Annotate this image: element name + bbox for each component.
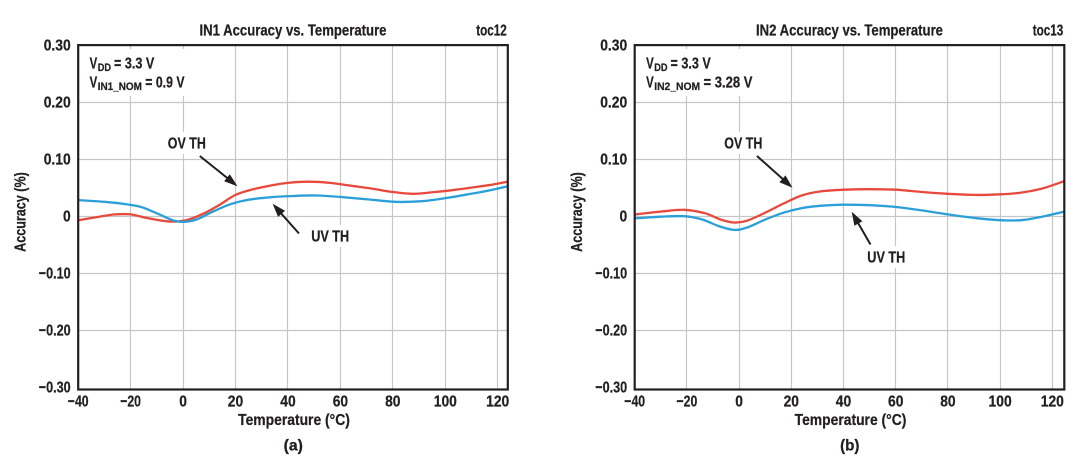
svg-text:0: 0 [620, 209, 628, 226]
svg-text:OV TH: OV TH [724, 135, 762, 152]
svg-text:60: 60 [333, 394, 348, 411]
svg-text:= 3.28 V: = 3.28 V [704, 75, 753, 92]
svg-text:100: 100 [434, 394, 457, 411]
svg-text:0.20: 0.20 [600, 95, 627, 112]
svg-text:V: V [646, 75, 654, 92]
svg-text:toc12: toc12 [476, 23, 507, 40]
svg-text:(b): (b) [840, 438, 859, 455]
svg-text:−0.10: −0.10 [595, 266, 627, 283]
svg-text:−0.10: −0.10 [39, 266, 71, 283]
svg-text:Accuracy (%): Accuracy (%) [13, 172, 30, 252]
svg-text:= 3.3 V: = 3.3 V [671, 55, 712, 72]
svg-text:60: 60 [888, 394, 903, 411]
svg-text:0.10: 0.10 [600, 152, 627, 169]
svg-text:0: 0 [63, 209, 71, 226]
svg-text:0.10: 0.10 [44, 152, 71, 169]
svg-text:IN2 Accuracy vs. Temperature: IN2 Accuracy vs. Temperature [756, 23, 943, 40]
svg-text:UV TH: UV TH [867, 250, 905, 267]
svg-text:V: V [90, 55, 98, 72]
svg-text:0.30: 0.30 [44, 38, 71, 55]
svg-text:OV TH: OV TH [168, 135, 206, 152]
svg-text:0: 0 [735, 394, 743, 411]
svg-text:DD: DD [98, 62, 111, 74]
svg-text:IN2_NOM: IN2_NOM [654, 81, 700, 93]
svg-text:Temperature (°C): Temperature (°C) [238, 412, 350, 429]
svg-text:120: 120 [1041, 394, 1064, 411]
svg-text:0.20: 0.20 [44, 95, 71, 112]
svg-text:UV TH: UV TH [311, 228, 349, 245]
svg-text:V: V [646, 55, 654, 72]
svg-text:20: 20 [228, 394, 243, 411]
svg-text:toc13: toc13 [1033, 23, 1064, 40]
svg-text:−0.20: −0.20 [39, 323, 71, 340]
svg-text:0: 0 [179, 394, 187, 411]
svg-text:V: V [90, 75, 98, 92]
svg-text:−20: −20 [120, 394, 141, 411]
svg-text:−20: −20 [677, 394, 698, 411]
svg-text:0.30: 0.30 [600, 38, 627, 55]
svg-text:−40: −40 [624, 394, 645, 411]
svg-text:80: 80 [385, 394, 400, 411]
svg-text:Accuracy (%): Accuracy (%) [569, 172, 586, 252]
svg-text:20: 20 [784, 394, 799, 411]
svg-text:Temperature (°C): Temperature (°C) [795, 412, 907, 429]
svg-text:120: 120 [486, 394, 509, 411]
svg-text:IN1_NOM: IN1_NOM [98, 81, 142, 93]
svg-text:−0.20: −0.20 [595, 323, 627, 340]
svg-text:= 0.9 V: = 0.9 V [145, 75, 184, 92]
svg-text:80: 80 [940, 394, 955, 411]
svg-text:IN1 Accuracy vs. Temperature: IN1 Accuracy vs. Temperature [200, 23, 387, 40]
svg-text:DD: DD [654, 62, 667, 74]
svg-text:= 3.3 V: = 3.3 V [114, 55, 155, 72]
svg-text:−0.30: −0.30 [39, 380, 71, 397]
svg-text:40: 40 [280, 394, 295, 411]
svg-text:−40: −40 [68, 394, 89, 411]
svg-text:(a): (a) [284, 438, 303, 455]
svg-text:100: 100 [989, 394, 1012, 411]
svg-text:−0.30: −0.30 [595, 380, 627, 397]
svg-text:40: 40 [836, 394, 851, 411]
